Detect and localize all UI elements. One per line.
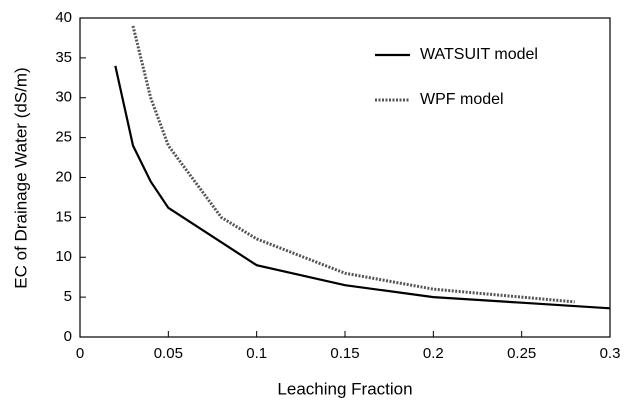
y-tick-label: 20 [55, 168, 72, 185]
legend-label: WATSUIT model [420, 46, 538, 63]
x-tick-label: 0.25 [507, 345, 536, 362]
x-axis-label: Leaching Fraction [277, 379, 412, 398]
x-tick-label: 0.15 [330, 345, 359, 362]
y-axis-label: EC of Drainage Water (dS/m) [11, 67, 30, 288]
series-line [114, 65, 611, 310]
y-tick-label: 15 [55, 208, 72, 225]
x-tick-label: 0.1 [246, 345, 267, 362]
y-tick-label: 35 [55, 49, 72, 66]
y-tick-label: 30 [55, 89, 72, 106]
x-tick-label: 0.2 [423, 345, 444, 362]
y-tick-label: 10 [55, 248, 72, 265]
y-tick-label: 40 [55, 9, 72, 26]
series-line [131, 25, 575, 304]
x-tick-label: 0.05 [154, 345, 183, 362]
y-tick-label: 5 [64, 288, 72, 305]
y-tick-label: 25 [55, 129, 72, 146]
plot-frame [79, 17, 611, 338]
x-tick-label: 0.3 [600, 345, 621, 362]
y-tick-label: 0 [64, 328, 72, 345]
x-tick-label: 0 [76, 345, 84, 362]
legend-label: WPF model [420, 91, 504, 108]
